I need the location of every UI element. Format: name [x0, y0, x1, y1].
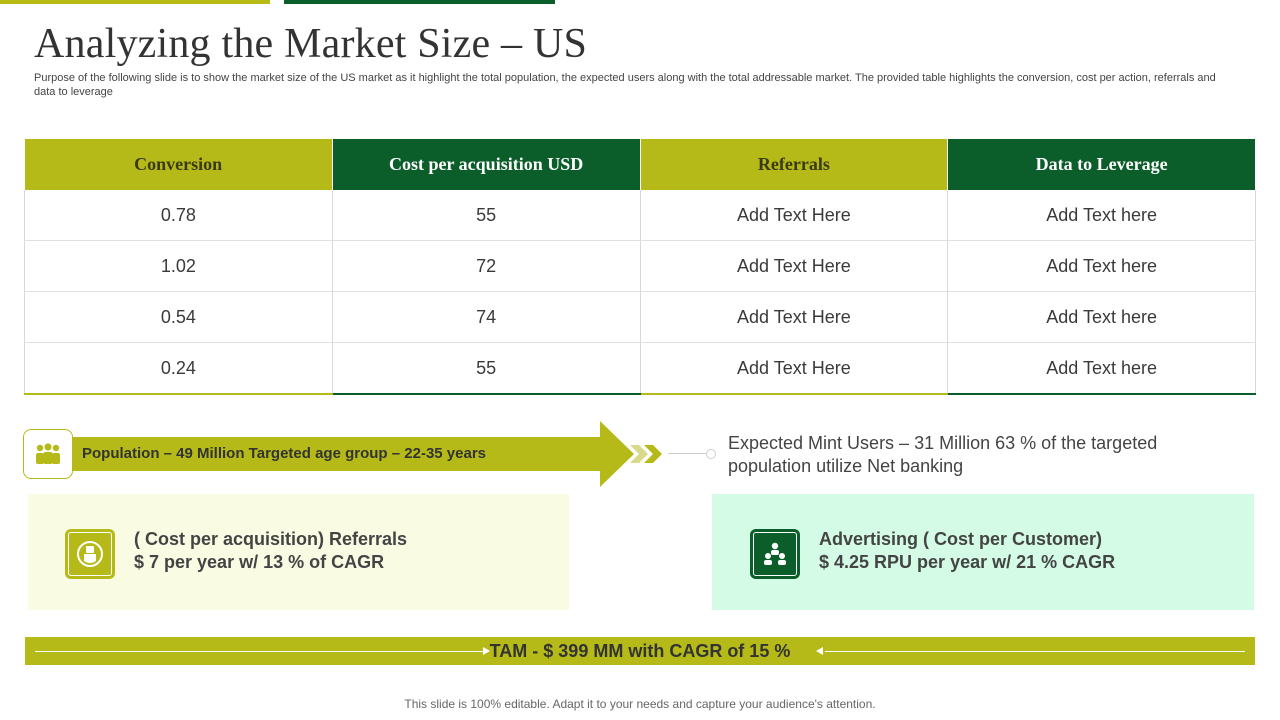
- cell-cost: 74: [332, 291, 641, 343]
- table-header-row: Conversion Cost per acquisition USD Refe…: [24, 139, 1256, 190]
- population-arrow: [58, 421, 634, 487]
- tam-bar: TAM - $ 399 MM with CAGR of 15 %: [25, 637, 1255, 665]
- cell-conversion: 0.54: [24, 291, 333, 343]
- tam-arrow-left-icon: [816, 647, 823, 655]
- chevrons-icon: [630, 445, 662, 463]
- advertising-line-1: Advertising ( Cost per Customer): [819, 529, 1103, 549]
- connector-dot: [706, 449, 716, 459]
- page-subtitle: Purpose of the following slide is to sho…: [34, 72, 1216, 98]
- referrals-box: ( Cost per acquisition) Referrals $ 7 pe…: [28, 494, 569, 610]
- table-row: 1.02 72 Add Text Here Add Text here: [24, 240, 1256, 292]
- table-row: 0.54 74 Add Text Here Add Text here: [24, 291, 1256, 343]
- cell-cost: 55: [332, 190, 641, 241]
- header-cost-per-acquisition: Cost per acquisition USD: [332, 139, 641, 190]
- accent-bar-dark: [284, 0, 555, 4]
- page-title: Analyzing the Market Size – US: [34, 21, 588, 67]
- cell-referrals: Add Text Here: [640, 291, 949, 343]
- cell-cost: 72: [332, 240, 641, 292]
- referrals-text: ( Cost per acquisition) Referrals $ 7 pe…: [134, 528, 407, 574]
- market-table: Conversion Cost per acquisition USD Refe…: [24, 139, 1256, 395]
- cell-referrals: Add Text Here: [640, 190, 949, 241]
- connector-line: [668, 453, 708, 454]
- cell-conversion: 0.24: [24, 342, 333, 395]
- people-group-icon: [23, 429, 73, 479]
- table-row: 0.78 55 Add Text Here Add Text here: [24, 190, 1256, 241]
- population-text: Population – 49 Million Targeted age gro…: [82, 445, 486, 462]
- cell-data-to-leverage: Add Text here: [947, 240, 1256, 292]
- header-conversion: Conversion: [24, 139, 333, 190]
- cell-cost: 55: [332, 342, 641, 395]
- cell-conversion: 1.02: [24, 240, 333, 292]
- footer-note: This slide is 100% editable. Adapt it to…: [404, 697, 876, 711]
- header-data-to-leverage: Data to Leverage: [947, 139, 1256, 190]
- mint-users-text: Expected Mint Users – 31 Million 63 % of…: [728, 432, 1228, 478]
- cell-data-to-leverage: Add Text here: [947, 291, 1256, 343]
- accent-bar-lime: [0, 0, 270, 4]
- advertising-text: Advertising ( Cost per Customer) $ 4.25 …: [819, 528, 1115, 574]
- referrals-line-2: $ 7 per year w/ 13 % of CAGR: [134, 552, 385, 572]
- hand-money-icon: [65, 529, 115, 579]
- advertising-box: Advertising ( Cost per Customer) $ 4.25 …: [712, 494, 1254, 610]
- tam-arrow-right-icon: [483, 647, 490, 655]
- referrals-line-1: ( Cost per acquisition) Referrals: [134, 529, 408, 549]
- cell-data-to-leverage: Add Text here: [947, 342, 1256, 395]
- tam-line-right: [825, 651, 1245, 652]
- tam-text: TAM - $ 399 MM with CAGR of 15 %: [489, 641, 791, 661]
- cell-referrals: Add Text Here: [640, 240, 949, 292]
- team-icon: [750, 529, 800, 579]
- tam-line-left: [35, 651, 485, 652]
- table-row: 0.24 55 Add Text Here Add Text here: [24, 342, 1256, 395]
- cell-conversion: 0.78: [24, 190, 333, 241]
- mint-users-line-1: Expected Mint Users – 31 Million 63 % of…: [728, 433, 1158, 453]
- mint-users-line-2: population utilize Net banking: [728, 456, 964, 476]
- header-referrals: Referrals: [640, 139, 949, 190]
- advertising-line-2: $ 4.25 RPU per year w/ 21 % CAGR: [819, 552, 1116, 572]
- cell-referrals: Add Text Here: [640, 342, 949, 395]
- cell-data-to-leverage: Add Text here: [947, 190, 1256, 241]
